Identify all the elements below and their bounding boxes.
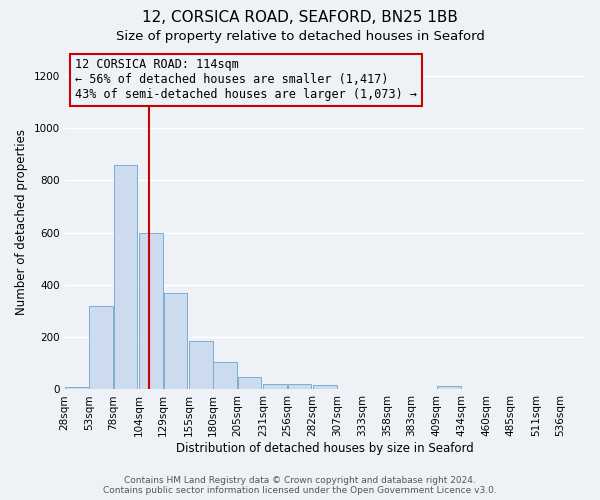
Text: Contains HM Land Registry data © Crown copyright and database right 2024.
Contai: Contains HM Land Registry data © Crown c… bbox=[103, 476, 497, 495]
Y-axis label: Number of detached properties: Number of detached properties bbox=[15, 129, 28, 315]
Bar bbox=[89, 306, 113, 390]
Text: 12 CORSICA ROAD: 114sqm
← 56% of detached houses are smaller (1,417)
43% of semi: 12 CORSICA ROAD: 114sqm ← 56% of detache… bbox=[75, 58, 417, 102]
Bar bbox=[287, 384, 311, 390]
Text: 12, CORSICA ROAD, SEAFORD, BN25 1BB: 12, CORSICA ROAD, SEAFORD, BN25 1BB bbox=[142, 10, 458, 25]
Bar bbox=[238, 377, 262, 390]
Bar bbox=[263, 384, 287, 390]
Bar bbox=[114, 164, 137, 390]
Bar bbox=[313, 385, 337, 390]
Bar bbox=[189, 341, 212, 390]
X-axis label: Distribution of detached houses by size in Seaford: Distribution of detached houses by size … bbox=[176, 442, 474, 455]
Bar bbox=[164, 293, 187, 390]
Text: Size of property relative to detached houses in Seaford: Size of property relative to detached ho… bbox=[116, 30, 484, 43]
Bar bbox=[139, 232, 163, 390]
Bar bbox=[65, 387, 89, 390]
Bar bbox=[214, 362, 237, 390]
Bar bbox=[437, 386, 461, 390]
